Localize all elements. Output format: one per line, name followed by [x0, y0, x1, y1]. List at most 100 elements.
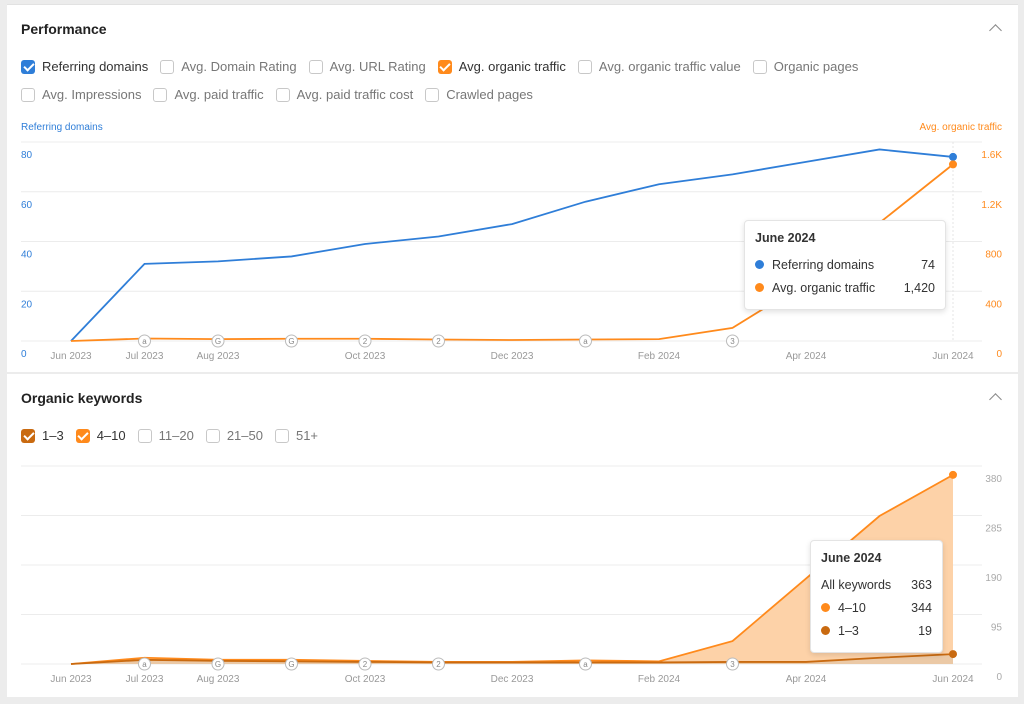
x-tick-label: Jun 2023 — [50, 351, 92, 362]
checkbox-icon[interactable] — [577, 59, 592, 74]
checkbox-icon[interactable] — [137, 428, 152, 443]
metric-checkbox-referring-domains[interactable]: Referring domains — [21, 59, 148, 74]
right-tick-label: 400 — [985, 299, 1002, 310]
metric-checkboxes-row-2: Avg. Impressions Avg. paid traffic Avg. pa… — [21, 87, 545, 102]
metric-checkbox-avg-domain-rating[interactable]: Avg. Domain Rating — [160, 59, 297, 74]
event-marker[interactable]: a — [138, 334, 151, 348]
tooltip-title: June 2024 — [821, 551, 882, 565]
checkbox-label: Avg. URL Rating — [329, 59, 426, 74]
left-tick-label: 60 — [21, 200, 33, 211]
checkbox-icon[interactable] — [274, 428, 289, 443]
checkbox-label: Referring domains — [42, 59, 149, 74]
metric-checkbox-avg-organic-traffic[interactable]: Avg. organic traffic — [437, 59, 566, 74]
checkbox-icon[interactable] — [275, 87, 290, 102]
checkbox-label: Avg. organic traffic value — [598, 59, 741, 74]
checkbox-label: 21–50 — [226, 428, 263, 443]
tooltip-row: Avg. organic traffic 1,420 — [755, 276, 935, 299]
checkbox-label: Crawled pages — [446, 87, 533, 102]
performance-panel: Performance Referring domains Avg. Domain… — [7, 4, 1018, 372]
checkbox-checked-icon[interactable] — [437, 59, 452, 74]
checkbox-label: Avg. paid traffic — [174, 87, 264, 102]
event-marker[interactable]: G — [285, 657, 298, 671]
event-marker[interactable]: a — [138, 657, 151, 671]
tooltip-label: Avg. organic traffic — [772, 280, 876, 295]
tooltip-row: 4–10 344 — [821, 596, 932, 619]
event-marker[interactable]: a — [579, 334, 592, 348]
event-marker[interactable]: a — [579, 657, 592, 671]
event-marker[interactable]: G — [211, 657, 225, 671]
event-marker[interactable]: 2 — [432, 334, 445, 348]
position-checkbox-0[interactable]: 1–3 — [21, 428, 64, 443]
x-tick-label: Jun 2023 — [50, 674, 92, 685]
checkbox-icon[interactable] — [160, 59, 175, 74]
series-line-referring-domains — [70, 148, 954, 342]
position-checkbox-1[interactable]: 4–10 — [75, 428, 126, 443]
performance-tooltip: June 2024 Referring domains 74 Avg. organ… — [744, 220, 946, 310]
metric-checkbox-avg-url-rating[interactable]: Avg. URL Rating — [308, 59, 426, 74]
checkbox-icon[interactable] — [21, 87, 35, 102]
data-point — [949, 160, 957, 169]
left-axis-title: Referring domains — [21, 122, 103, 133]
event-marker[interactable]: 2 — [358, 334, 372, 348]
tooltip-value: 363 — [911, 577, 932, 592]
tooltip-row: Referring domains 74 — [755, 253, 935, 276]
checkbox-icon[interactable] — [153, 87, 168, 102]
tooltip-label: Referring domains — [772, 257, 875, 272]
checkbox-icon[interactable] — [752, 59, 767, 74]
x-tick-label: Feb 2024 — [638, 674, 681, 685]
checkbox-checked-icon[interactable] — [21, 59, 35, 74]
event-marker[interactable]: G — [285, 334, 298, 348]
event-marker-label: G — [215, 660, 221, 669]
checkbox-icon[interactable] — [425, 87, 440, 102]
position-checkbox-3[interactable]: 21–50 — [205, 428, 263, 443]
checkbox-checked-icon[interactable] — [21, 428, 35, 443]
event-marker[interactable]: G — [211, 334, 225, 348]
data-point — [949, 650, 957, 659]
metric-checkbox-avg-organic-traffic-value[interactable]: Avg. organic traffic value — [577, 59, 741, 74]
metric-checkbox-avg-paid-traffic-cost[interactable]: Avg. paid traffic cost — [275, 87, 413, 102]
metric-checkbox-avg-paid-traffic[interactable]: Avg. paid traffic — [153, 87, 264, 102]
metric-checkboxes-row-1: Referring domains Avg. Domain Rating Avg. … — [21, 59, 870, 74]
event-marker-label: G — [288, 337, 294, 346]
orange-dot-icon — [821, 603, 830, 612]
blue-dot-icon — [755, 260, 764, 269]
event-marker-label: 2 — [363, 337, 368, 346]
checkbox-icon[interactable] — [308, 59, 323, 74]
event-marker-label: a — [142, 660, 147, 669]
event-marker-label: 2 — [436, 660, 441, 669]
event-marker[interactable]: 3 — [726, 657, 739, 671]
checkbox-label: Avg. Impressions — [42, 87, 142, 102]
right-tick-label: 1.6K — [981, 150, 1002, 161]
right-tick-label: 1.2K — [981, 200, 1002, 211]
tooltip-title: June 2024 — [755, 231, 816, 245]
x-tick-label: Jun 2024 — [932, 674, 974, 685]
x-tick-label: Apr 2024 — [786, 674, 827, 685]
metric-checkbox-avg-impressions[interactable]: Avg. Impressions — [21, 87, 141, 102]
event-marker[interactable]: 2 — [432, 657, 445, 671]
checkbox-checked-icon[interactable] — [75, 428, 90, 443]
right-tick-label: 0 — [996, 672, 1002, 683]
tooltip-value: 19 — [918, 623, 932, 638]
event-marker-label: a — [142, 337, 147, 346]
event-marker[interactable]: 3 — [726, 334, 739, 348]
right-tick-label: 800 — [985, 250, 1002, 261]
position-checkbox-4[interactable]: 51+ — [274, 428, 318, 443]
left-tick-label: 0 — [21, 349, 27, 360]
dark-orange-dot-icon — [821, 626, 830, 635]
organic-keywords-panel: Organic keywords 1–3 4–10 11–20 21–50 51+ 0 9… — [7, 374, 1018, 697]
event-marker-label: 3 — [730, 660, 735, 669]
x-tick-label: Oct 2023 — [345, 351, 386, 362]
x-tick-label: Apr 2024 — [786, 351, 827, 362]
left-tick-label: 20 — [21, 299, 33, 310]
metric-checkbox-crawled-pages[interactable]: Crawled pages — [425, 87, 533, 102]
position-filter-checkboxes: 1–3 4–10 11–20 21–50 51+ — [21, 428, 330, 443]
data-point — [949, 152, 957, 161]
event-marker-label: G — [215, 337, 221, 346]
right-axis-title: Avg. organic traffic — [920, 122, 1002, 133]
metric-checkbox-organic-pages[interactable]: Organic pages — [752, 59, 858, 74]
event-marker[interactable]: 2 — [358, 657, 372, 671]
right-tick-label: 285 — [985, 524, 1002, 535]
position-checkbox-2[interactable]: 11–20 — [137, 428, 194, 443]
performance-chart: Referring domains Avg. organic traffic 0 0 2… — [21, 122, 1002, 362]
checkbox-icon[interactable] — [205, 428, 220, 443]
